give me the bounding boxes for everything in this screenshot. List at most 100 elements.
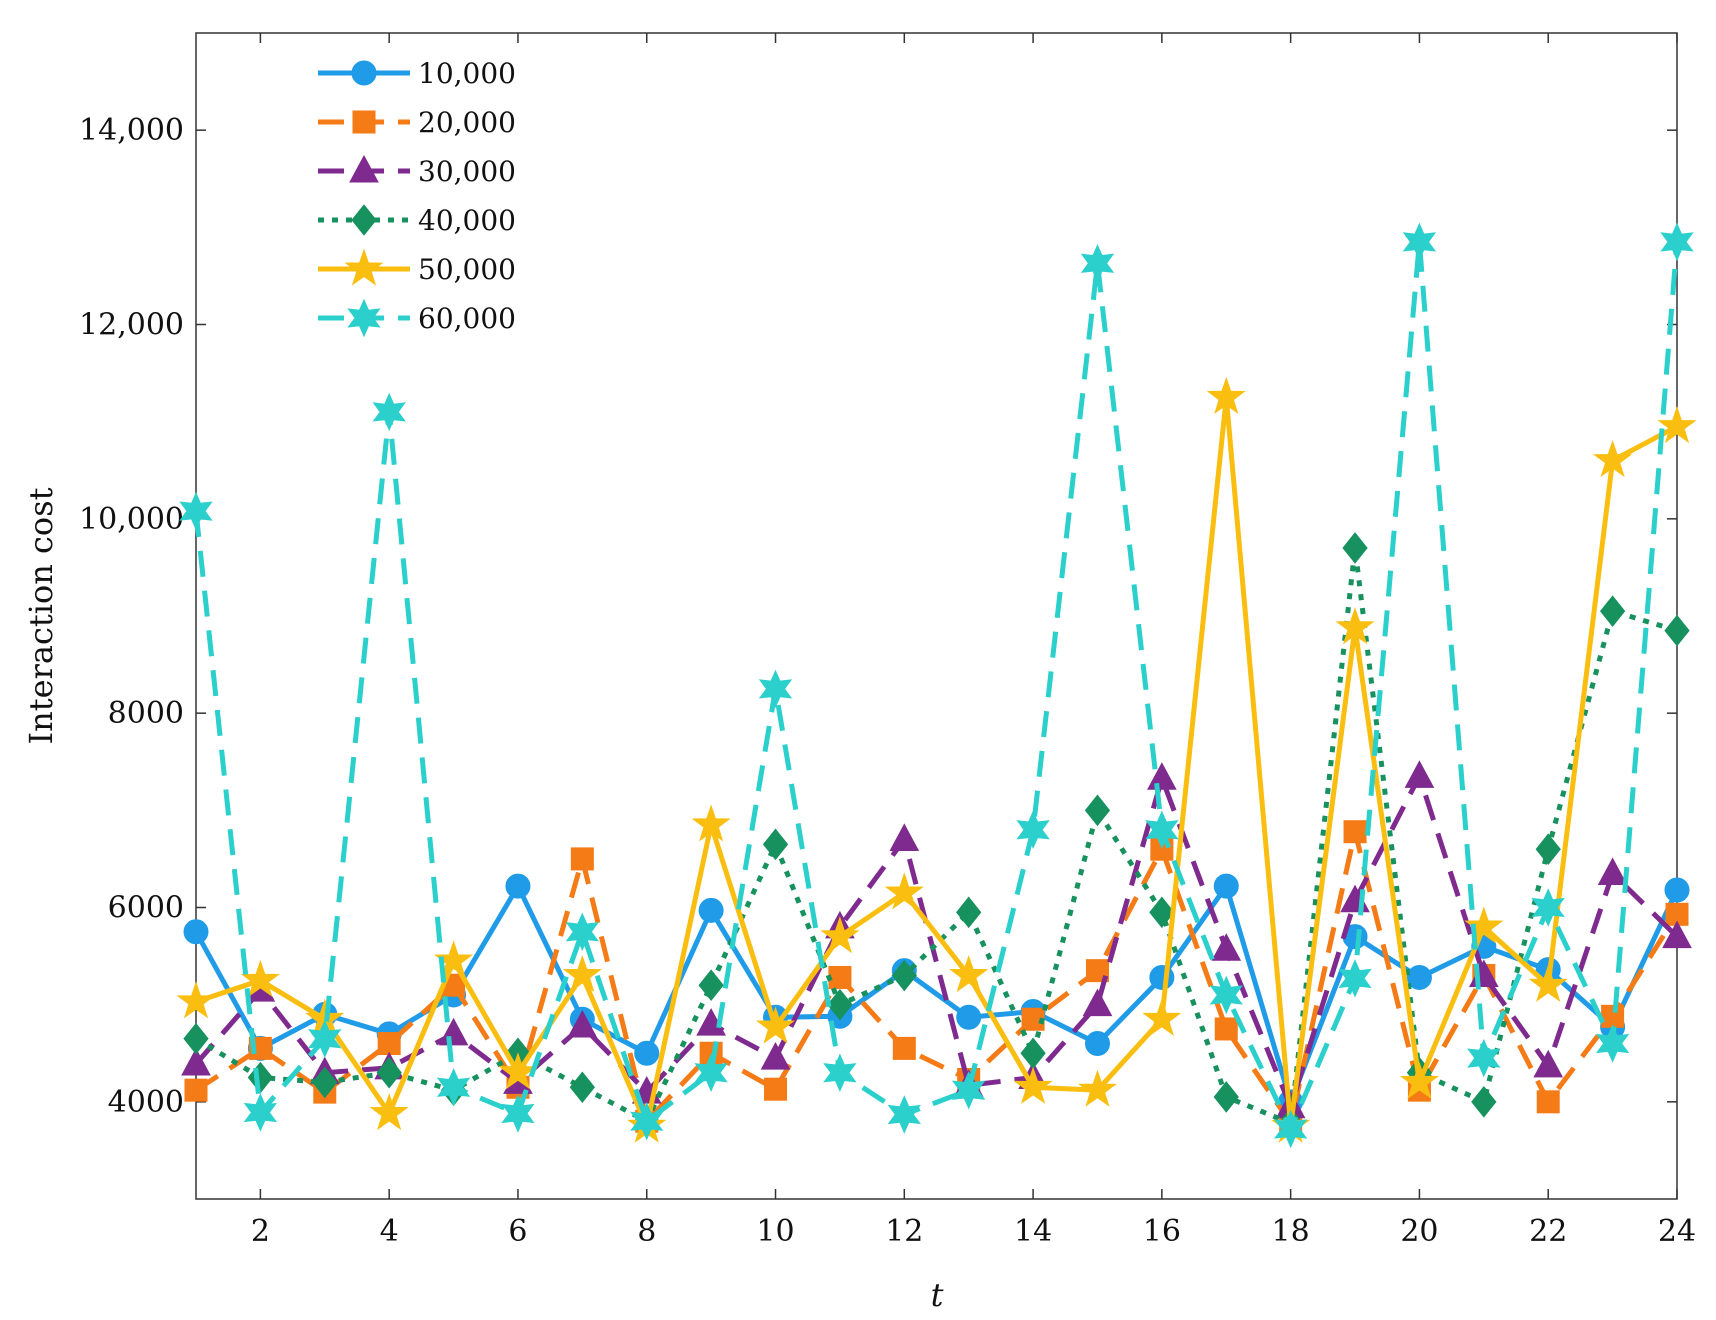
data-point bbox=[1664, 614, 1690, 647]
series-line bbox=[194, 769, 1679, 1115]
legend-label: 20,000 bbox=[418, 106, 516, 139]
data-point bbox=[179, 491, 213, 531]
data-point bbox=[1145, 810, 1179, 850]
data-point bbox=[436, 1068, 471, 1107]
legend-marker bbox=[352, 110, 376, 134]
data-point bbox=[183, 919, 209, 945]
data-point bbox=[1213, 873, 1239, 899]
data-point bbox=[312, 1066, 338, 1099]
data-point bbox=[884, 872, 924, 910]
data-point bbox=[756, 1006, 796, 1044]
data-point bbox=[1595, 1024, 1630, 1063]
data-point bbox=[694, 1053, 728, 1092]
legend-item: 40,000 bbox=[318, 204, 516, 237]
data-point bbox=[1149, 896, 1175, 929]
data-point bbox=[1149, 964, 1175, 990]
data-point bbox=[1597, 857, 1628, 885]
series-layer bbox=[176, 222, 1697, 1149]
data-point bbox=[634, 1040, 660, 1066]
data-point bbox=[889, 823, 920, 851]
data-point bbox=[887, 1095, 921, 1134]
data-point bbox=[1601, 1004, 1625, 1028]
data-point bbox=[698, 969, 724, 1002]
data-point bbox=[505, 873, 531, 899]
data-point bbox=[1399, 1061, 1439, 1100]
data-point bbox=[820, 916, 860, 954]
legend-item: 10,000 bbox=[318, 57, 516, 90]
legend-marker bbox=[344, 248, 384, 286]
legend-item: 20,000 bbox=[318, 106, 516, 139]
data-point bbox=[181, 1047, 211, 1076]
data-point bbox=[1214, 1017, 1238, 1041]
data-point bbox=[1343, 820, 1367, 844]
data-point bbox=[1533, 1049, 1564, 1078]
legend-label: 60,000 bbox=[418, 302, 516, 335]
data-point bbox=[892, 1036, 916, 1060]
data-point bbox=[1536, 1090, 1560, 1114]
legend-label: 50,000 bbox=[418, 253, 516, 286]
data-point bbox=[956, 896, 982, 929]
data-point bbox=[1335, 607, 1375, 645]
data-point bbox=[1016, 810, 1050, 850]
legend-label: 40,000 bbox=[418, 204, 516, 237]
data-point bbox=[243, 1093, 278, 1132]
y-tick-label: 10,000 bbox=[79, 502, 184, 537]
data-point bbox=[1082, 988, 1113, 1017]
data-point bbox=[1084, 794, 1111, 827]
x-tick-label: 2 bbox=[251, 1214, 270, 1249]
data-point bbox=[956, 1004, 982, 1030]
data-point bbox=[1662, 920, 1692, 949]
data-point bbox=[1467, 1038, 1501, 1078]
legend-marker bbox=[349, 154, 379, 183]
data-point bbox=[1531, 888, 1565, 927]
x-tick-label: 6 bbox=[508, 1214, 527, 1249]
data-point bbox=[827, 988, 853, 1021]
data-point bbox=[1077, 1069, 1117, 1107]
x-tick-label: 8 bbox=[637, 1214, 656, 1249]
data-point bbox=[567, 1009, 598, 1038]
data-point bbox=[1471, 1086, 1497, 1118]
data-point bbox=[952, 1070, 986, 1110]
legend-item: 50,000 bbox=[318, 248, 516, 286]
legend-marker bbox=[351, 60, 377, 86]
data-point bbox=[764, 1077, 788, 1101]
data-point bbox=[762, 828, 789, 861]
data-point bbox=[1528, 964, 1568, 1002]
series-60000 bbox=[179, 222, 1694, 1149]
y-tick-label: 14,000 bbox=[79, 113, 184, 148]
data-point bbox=[377, 1032, 401, 1056]
series-line bbox=[193, 241, 1680, 1136]
y-axis-title: Interaction cost bbox=[22, 487, 60, 744]
data-point bbox=[1206, 376, 1246, 414]
data-point bbox=[828, 965, 852, 989]
y-tick-label: 6000 bbox=[108, 891, 184, 926]
data-point bbox=[498, 1052, 538, 1090]
data-point bbox=[308, 1019, 342, 1058]
data-point bbox=[891, 959, 917, 992]
x-tick-label: 12 bbox=[885, 1214, 923, 1249]
series-line bbox=[194, 831, 1680, 1130]
data-point bbox=[501, 1094, 535, 1133]
x-tick-label: 16 bbox=[1143, 1214, 1181, 1249]
data-point bbox=[1406, 964, 1432, 990]
y-tick-label: 8000 bbox=[108, 696, 184, 731]
legend-label: 30,000 bbox=[418, 155, 516, 188]
data-point bbox=[1593, 439, 1633, 478]
x-axis-title: t bbox=[931, 1276, 944, 1314]
data-point bbox=[1404, 760, 1435, 788]
data-point bbox=[183, 1022, 209, 1055]
data-point bbox=[758, 669, 793, 709]
x-tick-label: 18 bbox=[1272, 1214, 1310, 1249]
data-point bbox=[434, 940, 474, 978]
data-point bbox=[1147, 762, 1177, 790]
data-point bbox=[1213, 1081, 1239, 1113]
legend: 10,000 20,000 30,000 40,000 50,000 60,000 bbox=[318, 57, 516, 338]
legend-marker bbox=[347, 298, 381, 338]
data-point bbox=[570, 847, 594, 871]
data-point bbox=[1013, 1066, 1053, 1104]
data-point bbox=[691, 804, 731, 842]
x-tick-label: 24 bbox=[1658, 1214, 1696, 1249]
data-point bbox=[1209, 975, 1243, 1015]
data-point bbox=[1142, 998, 1182, 1036]
data-point bbox=[1599, 595, 1626, 627]
